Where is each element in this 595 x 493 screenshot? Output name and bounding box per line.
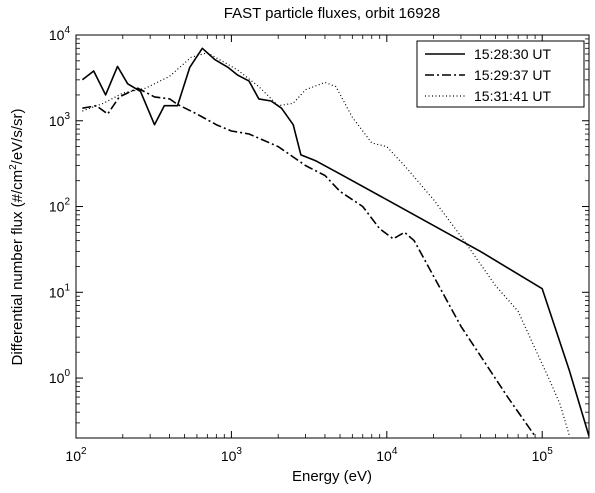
y-tick-label-exp: 3 [64,111,70,122]
y-axis-label-exp: 2 [8,164,19,170]
legend-box [416,40,585,108]
x-tick-label: 103 [221,446,243,464]
y-minor-ticks [76,38,589,439]
y-tick-label-base: 10 [49,113,65,129]
y-tick-label-exp: 1 [64,282,70,293]
series-line-1 [81,47,589,437]
x-axis-ticks: 102 103 104 105 [65,35,553,464]
y-tick-label-exp: 4 [64,25,70,36]
x-tick-label: 104 [376,446,398,464]
x-axis-label: Energy (eV) [292,468,372,485]
x-tick-label-base: 10 [65,448,81,464]
y-tick-label: 103 [49,111,71,129]
legend: 15:28:30 UT 15:29:37 UT 15:31:41 UT [416,40,585,108]
y-tick-label-exp: 0 [64,368,70,379]
y-tick-label-exp: 2 [64,197,70,208]
x-tick-label-base: 10 [532,448,548,464]
y-tick-label-base: 10 [49,199,65,215]
y-tick-label: 100 [49,368,71,386]
x-tick-label-base: 10 [221,448,237,464]
x-tick-label-exp: 2 [81,446,87,457]
x-tick-label-exp: 4 [392,446,398,457]
y-axis-label-part-2: /eV/s/sr) [9,108,26,164]
x-tick-label-exp: 5 [547,446,553,457]
y-axis-label: Differential number flux (#/cm2/eV/s/sr) [8,108,26,365]
x-minor-ticks [122,35,590,438]
x-tick-label: 105 [532,446,554,464]
series-layer [81,47,589,437]
y-axis-label-part-1: Differential number flux (#/cm [9,170,26,366]
series-line-2 [82,87,536,437]
x-tick-label-base: 10 [376,448,392,464]
y-tick-label: 104 [49,25,71,43]
legend-label-1: 15:28:30 UT [474,46,551,62]
legend-label-3: 15:31:41 UT [474,88,551,104]
y-tick-label: 101 [49,282,71,300]
legend-label-2: 15:29:37 UT [474,67,551,83]
x-tick-label-exp: 3 [236,446,242,457]
y-tick-label-base: 10 [49,370,65,386]
y-tick-label-base: 10 [49,27,65,43]
chart-title: FAST particle fluxes, orbit 16928 [224,5,441,22]
x-tick-label: 102 [65,446,87,464]
y-tick-label: 102 [49,197,71,215]
y-tick-label-base: 10 [49,284,65,300]
